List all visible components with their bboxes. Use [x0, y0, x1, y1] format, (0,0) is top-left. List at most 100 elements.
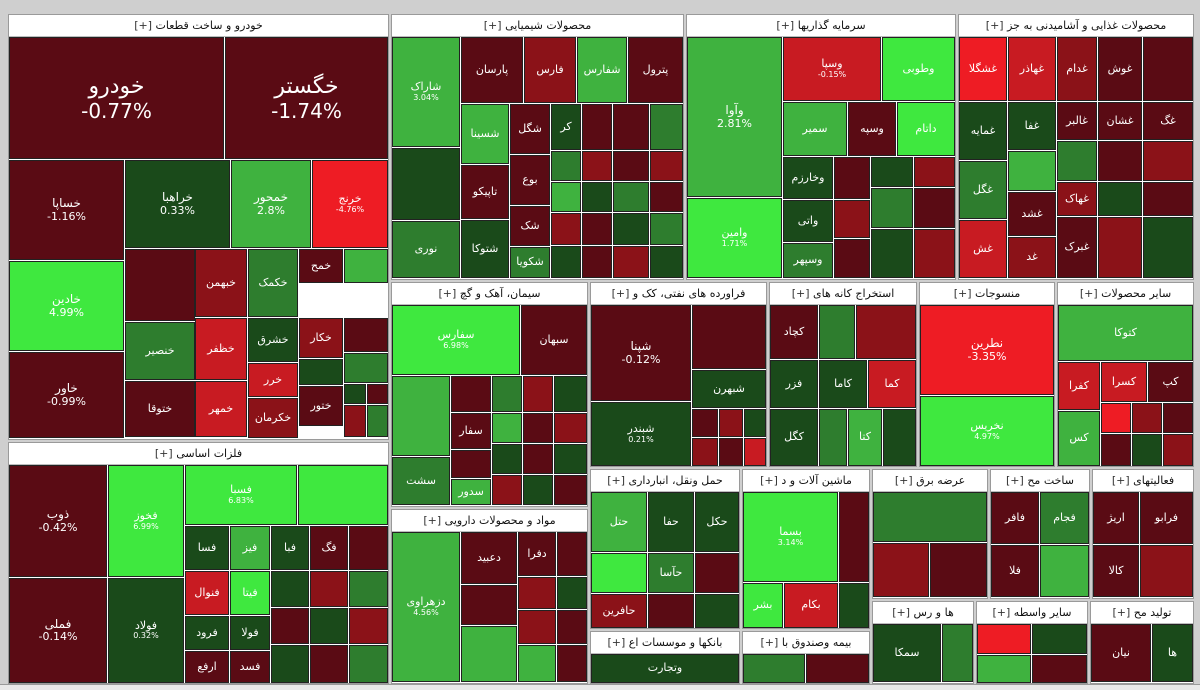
stock-tile-ghaber[interactable]: غالبر: [1057, 102, 1097, 140]
stock-tile-farfe[interactable]: ارفع: [185, 651, 229, 683]
stock-tile[interactable]: [310, 608, 348, 644]
stock-tile-fba[interactable]: فبا: [271, 526, 309, 570]
stock-tile-khamoh[interactable]: خمح: [299, 249, 343, 283]
stock-tile[interactable]: [613, 246, 649, 278]
stock-tile-sefar[interactable]: سفار: [451, 413, 491, 449]
expand-button[interactable]: [+]: [438, 287, 457, 300]
stock-tile[interactable]: [1143, 37, 1193, 101]
stock-tile-bshar[interactable]: بشر: [743, 583, 783, 628]
stock-tile[interactable]: [883, 409, 916, 466]
stock-tile-nakhris[interactable]: نخریس 4.97%: [920, 396, 1054, 466]
stock-tile-fkhooz[interactable]: فخوز 6.99%: [108, 465, 184, 577]
stock-tile-khodro[interactable]: خودرو -0.77%: [9, 37, 224, 159]
stock-tile[interactable]: [613, 151, 649, 181]
stock-tile[interactable]: [582, 151, 612, 181]
stock-tile-vebank[interactable]: وتجارت: [591, 654, 739, 683]
sector-header[interactable]: تولید مح [+]: [1091, 602, 1193, 624]
expand-button[interactable]: [+]: [1111, 474, 1130, 487]
stock-tile-dedid[interactable]: دعبید: [461, 532, 517, 584]
stock-tile[interactable]: [1098, 141, 1142, 181]
stock-tile-hasta[interactable]: حآسا: [648, 553, 694, 593]
stock-tile[interactable]: [492, 444, 522, 474]
stock-tile[interactable]: [1143, 182, 1193, 216]
stock-tile-ghesgela[interactable]: غشگلا: [959, 37, 1007, 101]
stock-tile-fsoba[interactable]: فسبا 6.83%: [185, 465, 297, 525]
stock-tile-khbahman[interactable]: خبهمن: [195, 249, 247, 317]
stock-tile-ghshan[interactable]: غشان: [1098, 102, 1142, 140]
stock-tile-ghehar[interactable]: غهاذر: [1008, 37, 1056, 101]
stock-tile-ghafa[interactable]: غفا: [1008, 102, 1056, 150]
stock-tile[interactable]: [1163, 434, 1193, 466]
stock-tile[interactable]: [557, 532, 587, 576]
stock-tile[interactable]: [554, 376, 587, 412]
stock-tile-nataran[interactable]: نطرین -3.35%: [920, 305, 1054, 395]
stock-tile-khtarahi[interactable]: خراهبا 0.33%: [125, 160, 230, 248]
stock-tile[interactable]: [719, 438, 743, 466]
stock-tile[interactable]: [1057, 141, 1097, 181]
stock-tile-ghetat[interactable]: غشد: [1008, 192, 1056, 236]
stock-tile[interactable]: [1101, 403, 1131, 433]
stock-tile[interactable]: [930, 543, 987, 597]
stock-tile-taiko[interactable]: تاپیکو: [461, 165, 509, 219]
stock-tile[interactable]: [871, 229, 913, 278]
sector-header[interactable]: محصولات غذایی و آشامیدنی به جز [+]: [959, 15, 1193, 37]
stock-tile[interactable]: [554, 444, 587, 474]
sector-header[interactable]: بیمه وصندوق با [+]: [743, 632, 869, 654]
stock-tile-bkam[interactable]: بکام: [784, 583, 838, 628]
stock-tile[interactable]: [1098, 217, 1142, 278]
stock-tile-shtoka[interactable]: شتوکا: [461, 220, 509, 278]
stock-tile[interactable]: [650, 246, 683, 278]
expand-button[interactable]: [+]: [894, 474, 913, 487]
stock-tile[interactable]: [834, 239, 870, 278]
expand-button[interactable]: [+]: [1006, 474, 1024, 487]
stock-tile[interactable]: [551, 151, 581, 181]
stock-tile-dfara[interactable]: دفرا: [518, 532, 556, 576]
stock-tile[interactable]: [271, 571, 309, 607]
stock-tile[interactable]: [518, 577, 556, 609]
stock-tile[interactable]: [1163, 403, 1193, 433]
stock-tile-zob[interactable]: ذوب -0.42%: [9, 465, 107, 577]
stock-tile[interactable]: [582, 182, 612, 212]
stock-tile[interactable]: [856, 305, 916, 359]
stock-tile-fezar[interactable]: فزر: [770, 360, 818, 408]
stock-tile-sbahan[interactable]: سبهان: [521, 305, 587, 375]
stock-tile[interactable]: [744, 438, 766, 466]
stock-tile-hafa[interactable]: حفا: [648, 492, 694, 552]
stock-tile[interactable]: [582, 246, 612, 278]
stock-tile[interactable]: [310, 645, 348, 683]
stock-tile-shebandar[interactable]: شبندر 0.21%: [591, 402, 691, 466]
stock-tile[interactable]: [1143, 141, 1193, 181]
stock-tile-fgol[interactable]: فگ: [310, 526, 348, 570]
stock-tile-kfara[interactable]: کفرا: [1058, 362, 1100, 410]
sector-header[interactable]: بانکها و موسسات اع [+]: [591, 632, 739, 654]
stock-tile-ghegol[interactable]: غگل: [959, 161, 1007, 219]
stock-tile-kkap[interactable]: کپ: [1148, 362, 1193, 402]
stock-tile-nian[interactable]: نیان: [1091, 624, 1151, 682]
stock-tile[interactable]: [871, 188, 913, 228]
stock-tile[interactable]: [392, 376, 450, 456]
stock-tile-fnavar[interactable]: فنوال: [185, 571, 229, 615]
stock-tile-shebehran[interactable]: شبهرن: [692, 370, 766, 408]
stock-tile[interactable]: [613, 104, 649, 150]
stock-tile-fara[interactable]: فرابو: [1140, 492, 1193, 544]
stock-tile-khcharkh[interactable]: خشرق: [248, 318, 298, 362]
stock-tile[interactable]: [942, 624, 973, 682]
stock-tile-vsapa[interactable]: وسپا -0.15%: [783, 37, 881, 101]
stock-tile[interactable]: [523, 413, 553, 443]
stock-tile-sashat[interactable]: سشت: [392, 457, 450, 505]
sector-header[interactable]: سیمان، آهک و گچ [+]: [392, 283, 587, 305]
stock-tile[interactable]: [591, 553, 647, 593]
stock-tile-shasina[interactable]: شسینا: [461, 104, 509, 164]
sector-header[interactable]: محصولات شیمیایی [+]: [392, 15, 683, 37]
stock-tile[interactable]: [613, 213, 649, 245]
stock-tile-kata[interactable]: کتا: [848, 409, 882, 466]
stock-tile[interactable]: [650, 151, 683, 181]
stock-tile[interactable]: [873, 543, 929, 597]
stock-tile[interactable]: [692, 305, 766, 369]
stock-tile-fvelia[interactable]: فولا: [230, 616, 270, 650]
stock-tile-vatobi[interactable]: وطوبی: [882, 37, 955, 101]
stock-tile[interactable]: [492, 376, 522, 412]
stock-tile[interactable]: [692, 438, 718, 466]
stock-tile[interactable]: [819, 409, 847, 466]
stock-tile[interactable]: [451, 376, 491, 412]
